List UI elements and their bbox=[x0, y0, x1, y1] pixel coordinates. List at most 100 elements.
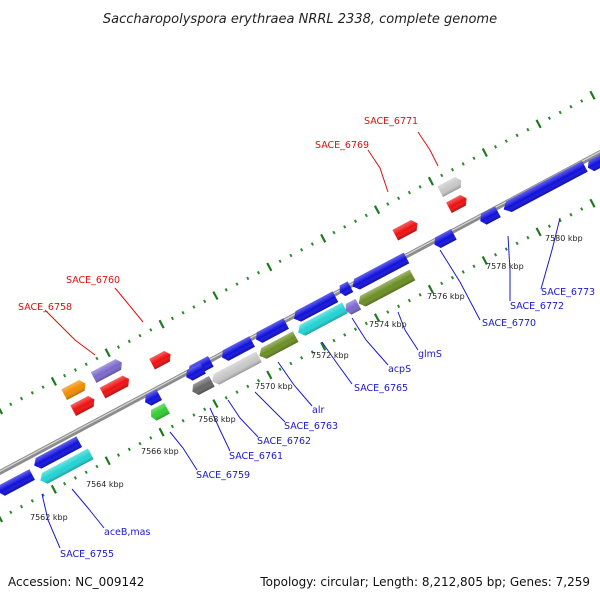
tick-minor bbox=[235, 390, 239, 394]
tick-major bbox=[535, 227, 542, 237]
tick-minor bbox=[235, 282, 239, 286]
tick-minor bbox=[203, 407, 207, 412]
gene-sace-6770[interactable] bbox=[432, 229, 457, 250]
gene-sace-6761[interactable] bbox=[190, 376, 215, 397]
tick-major bbox=[50, 376, 57, 386]
tick-minor bbox=[73, 368, 77, 372]
leader-sace-6763 bbox=[254, 391, 286, 423]
tick-minor bbox=[526, 235, 530, 240]
gene-sace-6762-track1[interactable] bbox=[219, 336, 255, 363]
gene-sace-6765[interactable] bbox=[295, 302, 348, 337]
label-acps[interactable]: acpS bbox=[388, 364, 411, 375]
tick-minor bbox=[256, 270, 261, 275]
tick-minor bbox=[504, 139, 508, 143]
tick-minor bbox=[353, 327, 358, 331]
gene-sace-6758-red-small[interactable] bbox=[70, 394, 97, 416]
gene-features bbox=[0, 154, 600, 497]
tick-minor bbox=[138, 441, 142, 446]
leader-sace-6765 bbox=[321, 341, 353, 385]
leader-glms bbox=[397, 311, 419, 351]
gene-glms-track1[interactable] bbox=[350, 252, 410, 292]
gene-aceb-mas-track1[interactable] bbox=[31, 436, 83, 471]
gene-sace-6755[interactable] bbox=[0, 469, 35, 497]
tick-major bbox=[427, 284, 434, 294]
tick-minor bbox=[353, 219, 358, 223]
gene-sace-6773-track1[interactable] bbox=[585, 154, 600, 173]
label-sace-6765[interactable]: SACE_6765 bbox=[354, 383, 408, 394]
gene-sace-6763-blue-small[interactable] bbox=[183, 362, 206, 383]
tick-minor bbox=[386, 310, 390, 314]
tick-minor bbox=[170, 424, 174, 429]
tick-label-7572: 7572 kbp bbox=[311, 351, 349, 360]
leader-sace-6769 bbox=[367, 149, 389, 193]
tick-minor bbox=[300, 248, 304, 252]
tick-label-7570: 7570 kbp bbox=[255, 382, 293, 391]
tick-minor bbox=[256, 378, 261, 383]
tick-major bbox=[212, 399, 219, 409]
gene-glms[interactable] bbox=[356, 269, 416, 309]
tick-major bbox=[589, 90, 596, 100]
gene-sace-6759[interactable] bbox=[148, 402, 170, 422]
label-sace-6760[interactable]: SACE_6760 bbox=[66, 275, 120, 286]
label-sace-6759[interactable]: SACE_6759 bbox=[196, 470, 250, 481]
tick-major bbox=[481, 147, 488, 158]
tick-minor bbox=[569, 212, 573, 217]
tick-minor bbox=[278, 259, 282, 264]
label-sace-6758[interactable]: SACE_6758 bbox=[18, 302, 72, 313]
gene-acps[interactable] bbox=[343, 298, 362, 316]
leader-sace-6758 bbox=[44, 309, 96, 356]
gene-sace-6758[interactable] bbox=[90, 357, 125, 383]
tick-minor bbox=[472, 264, 476, 269]
tick-minor bbox=[418, 185, 422, 189]
leader-sace-6759 bbox=[169, 431, 198, 471]
tick-minor bbox=[418, 293, 422, 297]
gene-sace-6772-track1[interactable] bbox=[501, 161, 588, 215]
label-sace-6773[interactable]: SACE_6773 bbox=[541, 287, 595, 298]
tick-minor bbox=[343, 333, 347, 337]
tick-labels: 7562 kbp 7564 kbp 7566 kbp 7568 kbp 7570… bbox=[30, 234, 583, 522]
label-sace-6763[interactable]: SACE_6763 bbox=[284, 421, 338, 432]
label-sace-6761[interactable]: SACE_6761 bbox=[229, 451, 283, 462]
tick-major bbox=[427, 176, 434, 186]
gene-sace-6763-track1[interactable] bbox=[253, 318, 289, 345]
tick-minor bbox=[9, 402, 13, 407]
label-sace-6770[interactable]: SACE_6770 bbox=[482, 318, 536, 329]
tick-minor bbox=[310, 242, 314, 246]
gene-sace-6771-red[interactable] bbox=[446, 193, 469, 214]
label-sace-6755[interactable]: SACE_6755 bbox=[60, 549, 114, 560]
leader-sace-6761 bbox=[209, 407, 231, 452]
label-sace-6771[interactable]: SACE_6771 bbox=[364, 116, 418, 127]
gene-sace-6762[interactable] bbox=[209, 351, 262, 386]
tick-major bbox=[104, 348, 111, 358]
tick-major bbox=[104, 456, 111, 466]
gene-sace-6758-orange[interactable] bbox=[61, 378, 88, 400]
gene-sace-6759-blue[interactable] bbox=[142, 389, 162, 407]
label-sace-6769[interactable]: SACE_6769 bbox=[315, 140, 369, 151]
gene-sace-6760[interactable] bbox=[149, 349, 173, 370]
label-aceb-mas[interactable]: aceB,mas bbox=[104, 527, 151, 538]
tick-label-7576: 7576 kbp bbox=[427, 292, 465, 301]
tick-minor bbox=[332, 230, 336, 235]
tick-minor bbox=[181, 418, 185, 423]
gene-alr-track1[interactable] bbox=[291, 291, 339, 324]
tick-minor bbox=[450, 167, 455, 172]
gene-sace-6758-red[interactable] bbox=[99, 374, 132, 399]
tick-major bbox=[266, 262, 273, 272]
tick-minor bbox=[246, 384, 250, 389]
gene-alr[interactable] bbox=[257, 331, 299, 361]
gene-aceb-mas[interactable] bbox=[38, 448, 94, 486]
label-sace-6772[interactable]: SACE_6772 bbox=[510, 301, 564, 312]
tick-major bbox=[320, 233, 327, 243]
gene-sace-6769[interactable] bbox=[392, 218, 420, 241]
leader-sace-6760 bbox=[114, 287, 144, 323]
tick-minor bbox=[580, 99, 584, 103]
gene-sace-6771[interactable] bbox=[437, 175, 464, 197]
tick-minor bbox=[127, 339, 131, 344]
gene-sace-6770-track1[interactable] bbox=[477, 206, 501, 226]
label-glms[interactable]: glmS bbox=[418, 349, 442, 360]
tick-minor bbox=[407, 298, 411, 303]
gene-acps-track1[interactable] bbox=[337, 281, 354, 297]
label-alr[interactable]: alr bbox=[312, 405, 324, 416]
label-sace-6762[interactable]: SACE_6762 bbox=[257, 436, 311, 447]
